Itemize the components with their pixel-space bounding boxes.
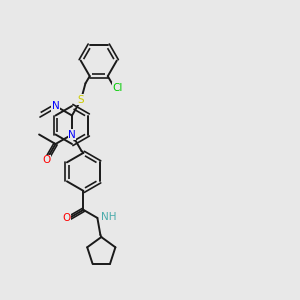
Text: N: N [68, 130, 76, 140]
Text: N: N [52, 101, 59, 111]
Text: O: O [62, 213, 70, 223]
Text: NH: NH [101, 212, 117, 222]
Text: S: S [78, 95, 84, 105]
Text: O: O [42, 155, 50, 166]
Text: Cl: Cl [112, 83, 123, 93]
